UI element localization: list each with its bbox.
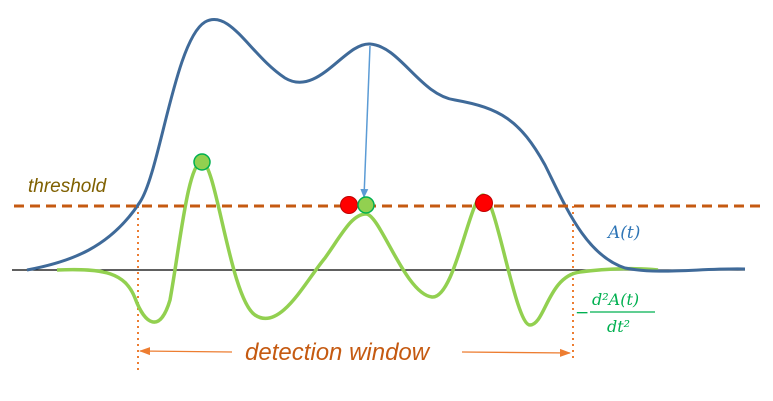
detection-window-label: detection window <box>245 339 431 366</box>
accepted-marker-2 <box>357 196 375 214</box>
signal-label: A(t) <box>606 223 640 243</box>
window-arrow-right <box>461 348 571 357</box>
derivative-sign: − <box>575 303 589 323</box>
rejected-marker-2 <box>475 194 493 212</box>
window-arrow-left <box>139 347 233 356</box>
peak-link-arrow <box>360 45 371 198</box>
threshold-label: threshold <box>28 176 108 197</box>
derivative-numerator: d²A(t) <box>592 290 639 309</box>
accepted-marker-1 <box>193 153 211 171</box>
second-derivative-curve <box>56 160 659 327</box>
signal-curve <box>26 18 746 273</box>
derivative-denominator: dt² <box>607 317 630 336</box>
rejected-marker-1 <box>340 196 358 214</box>
